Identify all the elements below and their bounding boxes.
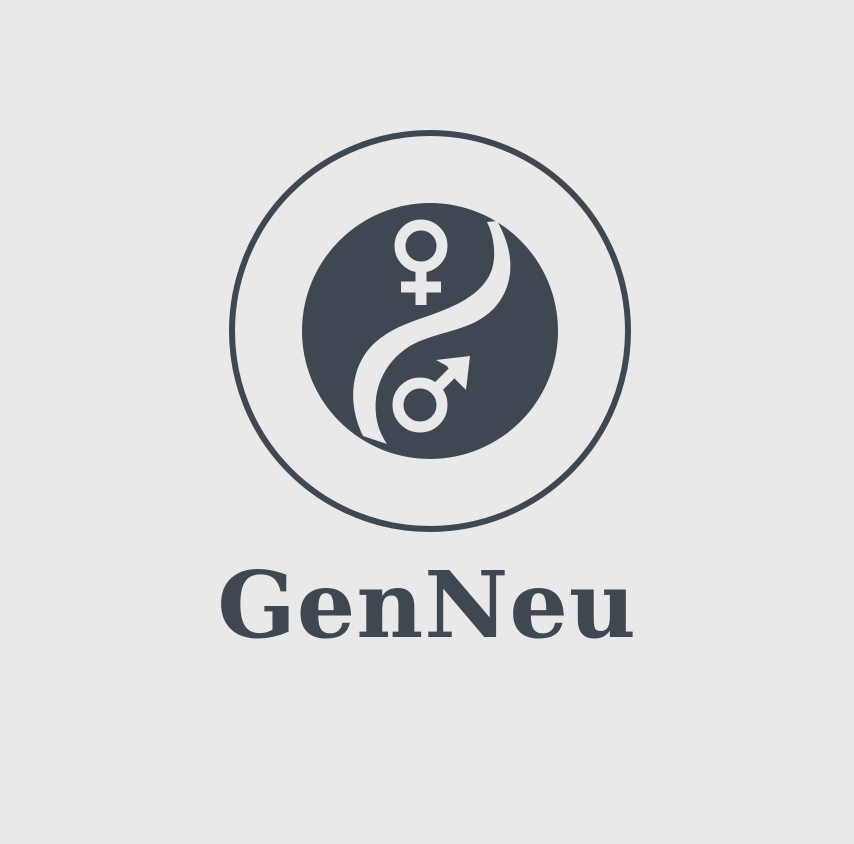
yin-yang-gender-emblem-icon xyxy=(302,203,558,459)
female-symbol-icon xyxy=(394,219,448,305)
brand-name: GenNeu xyxy=(217,551,637,659)
male-symbol-icon xyxy=(392,356,470,433)
outer-ring xyxy=(229,130,631,532)
